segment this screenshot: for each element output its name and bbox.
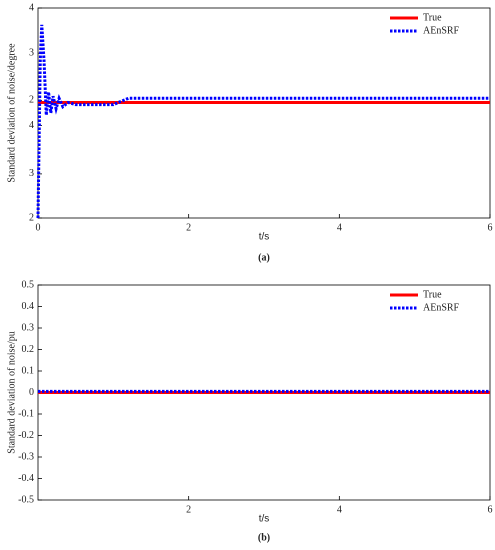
x-tick-label: 4 — [337, 222, 342, 233]
y-tick-label: 4 — [29, 120, 34, 131]
y-tick-label: 0 — [29, 387, 34, 398]
x-tick-label: 2 — [186, 504, 191, 515]
y-tick-label: -0.5 — [18, 494, 34, 505]
legend-label: AEnSRF — [423, 302, 460, 313]
legend-label: AEnSRF — [423, 25, 460, 36]
caption: (b) — [258, 532, 270, 543]
x-tick-label: 0 — [36, 222, 41, 233]
legend-label: True — [423, 12, 442, 23]
y-tick-label: -0.4 — [18, 473, 34, 484]
x-tick-label: 6 — [488, 504, 493, 515]
y-tick-label: -0.1 — [18, 408, 34, 419]
legend-label: True — [423, 289, 442, 300]
y-tick-label: 0.1 — [22, 365, 35, 376]
y-tick-label: -0.3 — [18, 451, 34, 462]
x-axis-label: t/s — [259, 514, 270, 525]
x-tick-label: 6 — [488, 222, 493, 233]
plot-frame — [37, 7, 491, 219]
x-tick-label: 2 — [186, 222, 191, 233]
caption: (a) — [258, 252, 270, 263]
y-axis-label: Standard deviation of noise/degree — [6, 43, 17, 183]
y-tick-label: 3 — [29, 168, 34, 179]
y-tick-label: 2 — [29, 95, 34, 106]
y-tick-label: 4 — [29, 2, 34, 13]
y-tick-label: 0.3 — [22, 322, 35, 333]
y-tick-label: 3 — [29, 47, 34, 58]
x-tick-label: 4 — [337, 504, 342, 515]
x-axis-label: t/s — [259, 232, 270, 243]
y-axis-label: Standard deviation of noise/pu — [6, 331, 17, 453]
series-line — [36, 24, 490, 219]
y-tick-label: -0.2 — [18, 430, 34, 441]
y-tick-label: 2 — [29, 212, 34, 223]
y-tick-label: 0.4 — [22, 301, 35, 312]
y-tick-label: 0.5 — [22, 279, 35, 290]
y-tick-label: 0.2 — [22, 344, 35, 355]
